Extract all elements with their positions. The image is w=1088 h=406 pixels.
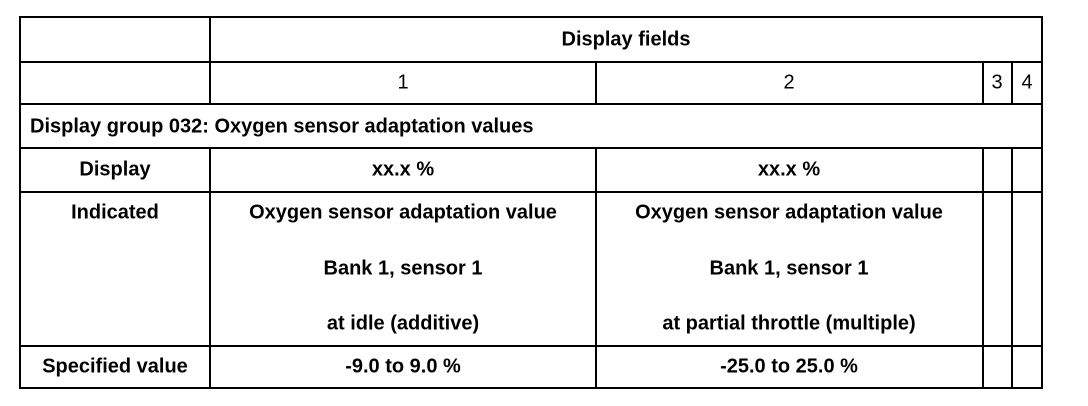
row-label: Indicated bbox=[71, 201, 159, 223]
field-number: 1 bbox=[397, 71, 408, 93]
cell: xx.x % bbox=[372, 158, 434, 180]
cell: -9.0 to 9.0 % bbox=[345, 355, 461, 377]
cell-line: Oxygen sensor adaptation value bbox=[249, 201, 557, 223]
cell-line: Oxygen sensor adaptation value bbox=[635, 201, 943, 223]
cell: xx.x % bbox=[758, 158, 820, 180]
group-title: Display group 032: Oxygen sensor adaptat… bbox=[30, 115, 534, 137]
cell-line: Bank 1, sensor 1 bbox=[710, 257, 869, 279]
cell-line: Bank 1, sensor 1 bbox=[324, 257, 483, 279]
cell: -25.0 to 25.0 % bbox=[720, 355, 858, 377]
table-border bbox=[19, 16, 1043, 389]
table-grid bbox=[19, 16, 1043, 389]
row-label: Specified value bbox=[42, 355, 188, 377]
header: Display fields bbox=[562, 28, 691, 50]
field-number: 4 bbox=[1021, 71, 1032, 93]
field-number: 3 bbox=[991, 71, 1002, 93]
field-number: 2 bbox=[783, 71, 794, 93]
cell-line: at idle (additive) bbox=[327, 312, 479, 334]
row-label: Display bbox=[79, 158, 151, 180]
cell-line: at partial throttle (multiple) bbox=[662, 312, 915, 334]
